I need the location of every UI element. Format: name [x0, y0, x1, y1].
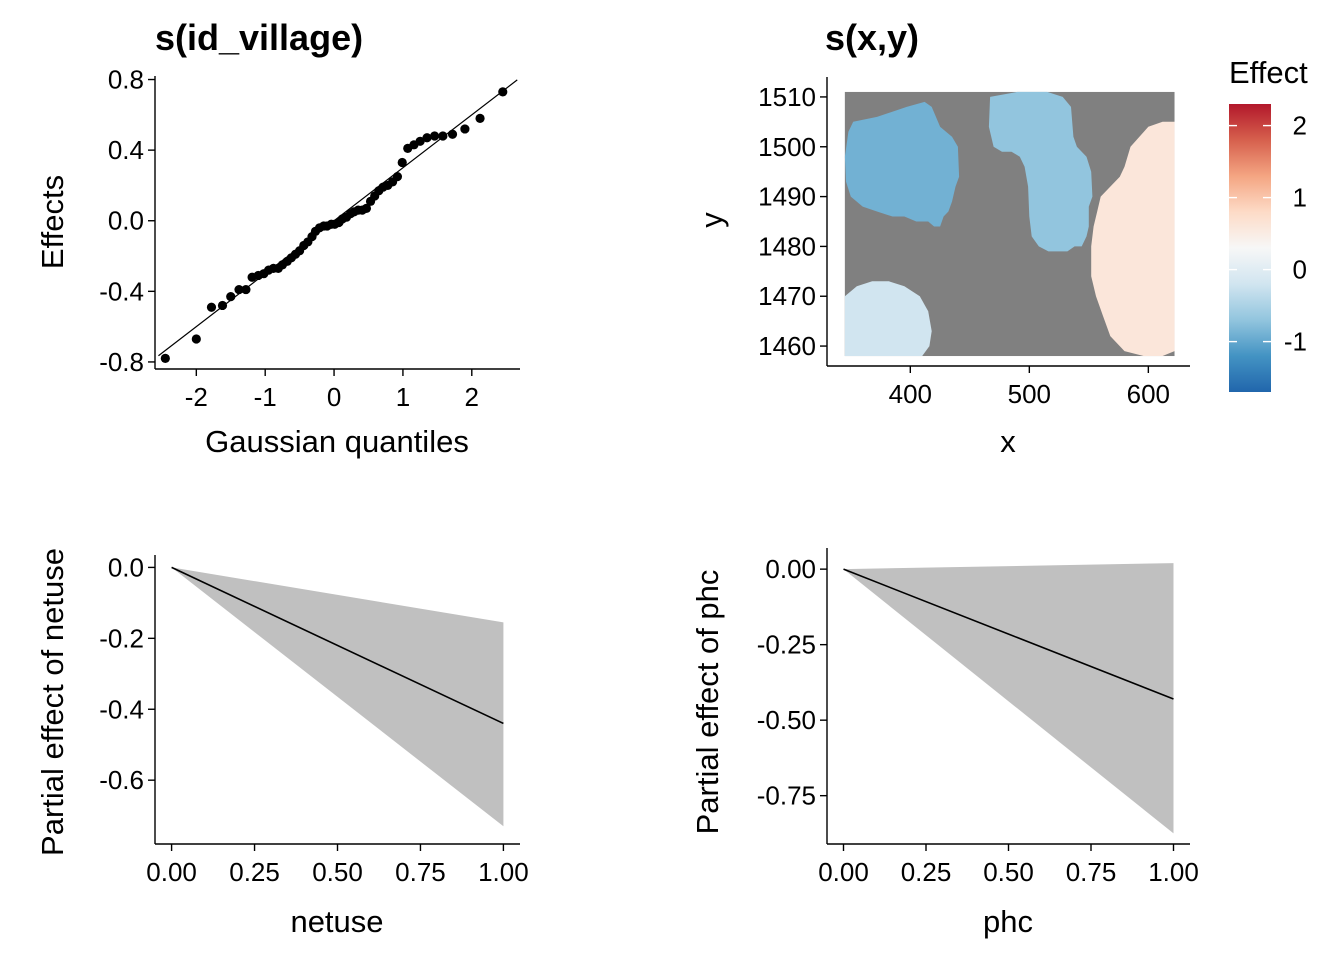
legend-title: Effect: [1229, 55, 1308, 90]
phc-y-tick-label: 0.00: [765, 554, 816, 584]
heatmap-y-tick-label: 1480: [758, 231, 816, 261]
phc-x-axis-title: phc: [983, 904, 1033, 939]
qq-y-tick-label: 0.4: [108, 135, 144, 165]
phc-y-ticks: -0.75 -0.50 -0.25 0.00: [757, 554, 827, 811]
qq-y-tick-label: 0.8: [108, 65, 144, 95]
heatmap-y-ticks: 1460 1470 1480 1490 1500 1510: [758, 82, 827, 361]
legend-tick-label: 2: [1293, 111, 1307, 141]
qq-y-ticks: -0.8 -0.4 0.0 0.4 0.8: [99, 65, 155, 377]
phc-confidence-band: [843, 563, 1174, 834]
phc-x-tick-label: 0.25: [901, 857, 952, 887]
legend-tick-label: 0: [1293, 255, 1307, 285]
netuse-effect-panel: 0.00 0.25 0.50 0.75 1.00 -0.6 -0.4 -0.2 0.0 net…: [35, 548, 529, 939]
legend-colorbar: [1229, 104, 1271, 392]
qq-x-axis-title: Gaussian quantiles: [205, 424, 469, 459]
netuse-y-tick-label: -0.6: [99, 765, 144, 795]
netuse-fit-line: [171, 566, 504, 725]
heatmap-y-tick-label: 1510: [758, 82, 816, 112]
qq-point: [191, 334, 201, 344]
netuse-x-tick-label: 0.50: [312, 857, 363, 887]
phc-y-tick-label: -0.75: [757, 781, 816, 811]
phc-x-tick-label: 0.75: [1066, 857, 1117, 887]
netuse-x-tick-label: 1.00: [478, 857, 529, 887]
netuse-confidence-band: [171, 567, 504, 827]
legend-ticks: -1 0 1 2: [1229, 111, 1307, 357]
qq-point: [447, 129, 458, 139]
qq-point: [392, 172, 403, 182]
qq-plot-title: s(id_village): [155, 17, 363, 58]
qq-point: [415, 136, 425, 146]
netuse-x-ticks: 0.00 0.25 0.50 0.75 1.00: [146, 844, 529, 887]
heatmap-regions: [844, 91, 1175, 356]
qq-y-axis-title: Effects: [35, 175, 70, 269]
effect-legend: Effect -1 0 1 2: [1229, 55, 1308, 392]
qq-reference-line: [158, 79, 518, 357]
phc-x-tick-label: 0.50: [983, 857, 1034, 887]
phc-x-tick-label: 1.00: [1148, 857, 1199, 887]
heatmap-x-ticks: 400 500 600: [889, 366, 1170, 409]
heatmap-region-west-upper: [844, 101, 960, 227]
qq-point: [430, 131, 440, 141]
heatmap-x-tick-label: 400: [889, 379, 932, 409]
phc-x-ticks: 0.00 0.25 0.50 0.75 1.00: [818, 844, 1199, 887]
heatmap-region-center-north: [988, 91, 1093, 252]
phc-x-tick-label: 0.00: [818, 857, 869, 887]
netuse-x-axis-title: netuse: [290, 904, 383, 939]
heatmap-y-tick-label: 1470: [758, 281, 816, 311]
netuse-x-tick-label: 0.00: [146, 857, 197, 887]
heatmap-y-tick-label: 1500: [758, 132, 816, 162]
heatmap-x-tick-label: 600: [1127, 379, 1170, 409]
qq-point: [160, 353, 170, 364]
qq-x-tick-label: 1: [396, 382, 410, 412]
netuse-x-tick-label: 0.25: [229, 857, 280, 887]
qq-plot-panel: s(id_village) -2 -1 0 1 2 -0.8-0.40.00.40.8 …: [35, 17, 520, 459]
netuse-y-tick-label: -0.4: [99, 694, 144, 724]
qq-y-tick-label: 0.0: [108, 206, 144, 236]
phc-y-axis-title: Partial effect of phc: [690, 570, 725, 835]
heatmap-region-east: [1091, 121, 1175, 356]
qq-x-tick-label: -2: [185, 382, 208, 412]
phc-y-tick-label: -0.25: [757, 630, 816, 660]
heatmap-x-axis-title: x: [1000, 424, 1016, 459]
qq-x-tick-label: 2: [465, 382, 479, 412]
qq-point: [397, 157, 407, 168]
qq-point: [361, 203, 372, 213]
netuse-x-tick-label: 0.75: [395, 857, 446, 887]
phc-effect-panel: 0.00 0.25 0.50 0.75 1.00 -0.75 -0.50 -0.25 0.00…: [690, 548, 1199, 939]
qq-point: [460, 124, 470, 134]
legend-tick-label: 1: [1293, 183, 1307, 213]
netuse-y-ticks: -0.6 -0.4 -0.2 0.0: [99, 552, 155, 795]
phc-fit-line: [843, 568, 1174, 700]
qq-y-tick-label: -0.8: [99, 347, 144, 377]
qq-x-tick-label: 0: [327, 382, 341, 412]
heatmap-title: s(x,y): [825, 17, 919, 58]
qq-x-ticks: -2 -1 0 1 2: [185, 369, 479, 412]
qq-point: [422, 133, 432, 143]
legend-tick-label: -1: [1284, 327, 1307, 357]
heatmap-y-tick-label: 1460: [758, 331, 816, 361]
qq-x-tick-label: -1: [254, 382, 277, 412]
netuse-y-tick-label: 0.0: [108, 552, 144, 582]
netuse-y-axis-title: Partial effect of netuse: [35, 548, 70, 856]
qq-points: [160, 87, 508, 364]
netuse-y-tick-label: -0.2: [99, 623, 144, 653]
heatmap-y-axis-title: y: [694, 212, 729, 228]
qq-point: [475, 113, 485, 123]
heatmap-region-southwest: [844, 281, 932, 356]
phc-y-tick-label: -0.50: [757, 705, 816, 735]
spatial-heatmap-panel: s(x,y) 400 500 600 1460 1470 1480 1490 1500 151…: [694, 17, 1308, 459]
heatmap-y-tick-label: 1490: [758, 182, 816, 212]
heatmap-x-tick-label: 500: [1008, 379, 1051, 409]
qq-point: [206, 302, 217, 312]
qq-y-tick-label: -0.4: [99, 276, 144, 306]
